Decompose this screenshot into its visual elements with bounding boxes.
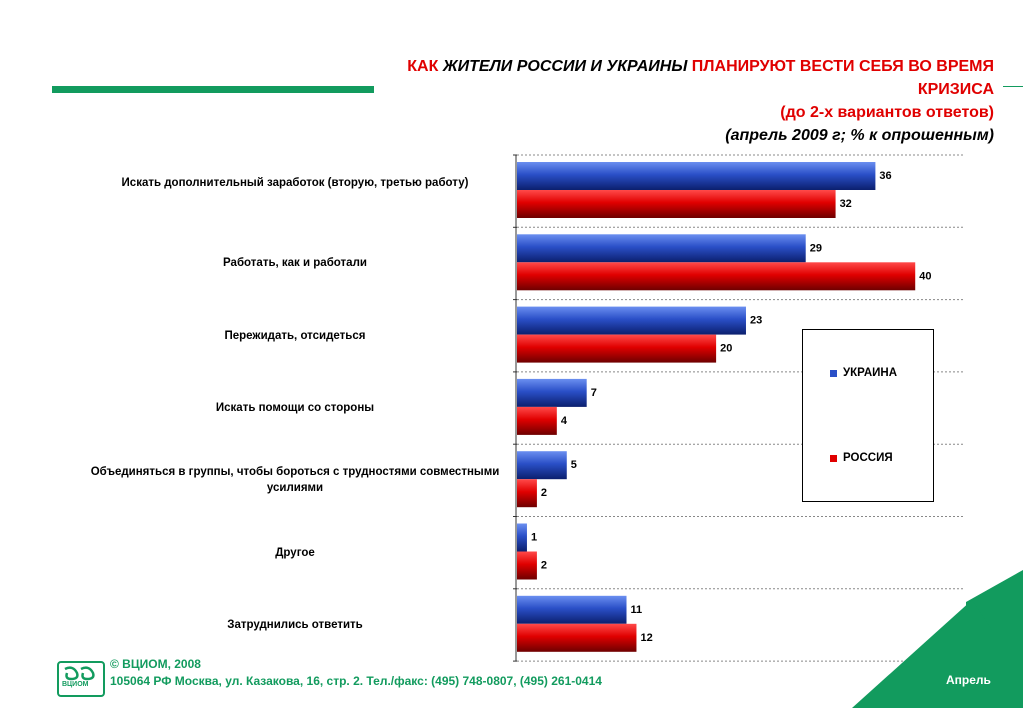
category-label: Искать дополнительный заработок (вторую,… — [121, 177, 469, 190]
legend-item-ukraine: УКРАИНА — [830, 367, 897, 379]
bar-ukraine — [517, 451, 567, 480]
logo-mark — [64, 666, 95, 681]
bar-ukraine — [517, 234, 806, 263]
bar-russia — [517, 190, 836, 218]
bar-ukraine — [517, 162, 876, 190]
data-label-ukraine: 7 — [591, 387, 597, 399]
title-part-3: ПЛАНИРУЮТ ВЕСТИ СЕБЯ ВО ВРЕМЯ КРИЗИСА — [691, 58, 994, 98]
data-label-russia: 12 — [640, 632, 652, 644]
header-green-rule — [52, 86, 374, 93]
bar-russia — [517, 551, 537, 580]
data-label-ukraine: 23 — [750, 315, 762, 327]
data-label-ukraine: 11 — [631, 604, 643, 616]
bar-ukraine — [517, 378, 587, 407]
data-label-ukraine: 5 — [571, 459, 577, 471]
chart-title: КАК ЖИТЕЛИ РОССИИ И УКРАИНЫ ПЛАНИРУЮТ ВЕ… — [354, 55, 994, 147]
legend-label-russia: РОССИЯ — [843, 452, 893, 464]
data-label-ukraine: 29 — [810, 242, 822, 254]
title-part-2: ЖИТЕЛИ РОССИИ И УКРАИНЫ — [442, 58, 692, 75]
data-label-russia: 40 — [919, 270, 931, 282]
data-label-russia: 20 — [720, 343, 732, 355]
category-label: Другое — [275, 546, 315, 559]
footer-month-label: Апрель — [946, 673, 991, 687]
bar-russia — [517, 262, 916, 291]
legend-label-ukraine: УКРАИНА — [843, 367, 898, 379]
logo-text: ВЦИОМ — [62, 681, 89, 688]
category-label: Работать, как и работали — [223, 257, 367, 270]
category-label: Затруднились ответить — [227, 618, 363, 631]
data-label-ukraine: 1 — [531, 532, 537, 544]
bar-russia — [517, 479, 537, 508]
footer-address: 105064 РФ Москва, ул. Казакова, 16, стр.… — [110, 674, 602, 688]
category-label: Искать помощи со стороны — [215, 402, 375, 415]
title-part-1: КАК — [407, 58, 443, 75]
footer-copyright: © ВЦИОМ, 2008 — [110, 657, 201, 671]
title-subtitle-2: (апрель 2009 г; % к опрошенным) — [725, 127, 994, 144]
legend-swatch-ukraine — [830, 369, 837, 377]
legend-swatch-russia — [830, 454, 837, 462]
bar-russia — [517, 623, 637, 652]
data-label-russia: 2 — [541, 560, 547, 572]
category-label: Объединяться в группы, чтобы бороться с … — [90, 466, 500, 495]
category-label: Пережидать, отсидеться — [224, 329, 366, 342]
data-label-russia: 32 — [840, 198, 852, 210]
data-label-russia: 4 — [561, 415, 568, 427]
bar-ukraine — [517, 595, 627, 624]
bar-ukraine — [517, 306, 746, 335]
data-label-ukraine: 36 — [879, 170, 891, 182]
legend: УКРАИНА РОССИЯ — [802, 329, 934, 502]
bar-russia — [517, 406, 557, 435]
legend-item-russia: РОССИЯ — [830, 452, 893, 464]
corner-decoration — [852, 570, 1023, 708]
vciom-logo: ВЦИОМ — [57, 661, 105, 697]
data-label-russia: 2 — [541, 487, 547, 499]
bar-russia — [517, 334, 717, 363]
bar-ukraine — [517, 523, 527, 552]
title-subtitle-1: (до 2-х вариантов ответов) — [780, 104, 994, 121]
header-dash — [1003, 86, 1023, 87]
